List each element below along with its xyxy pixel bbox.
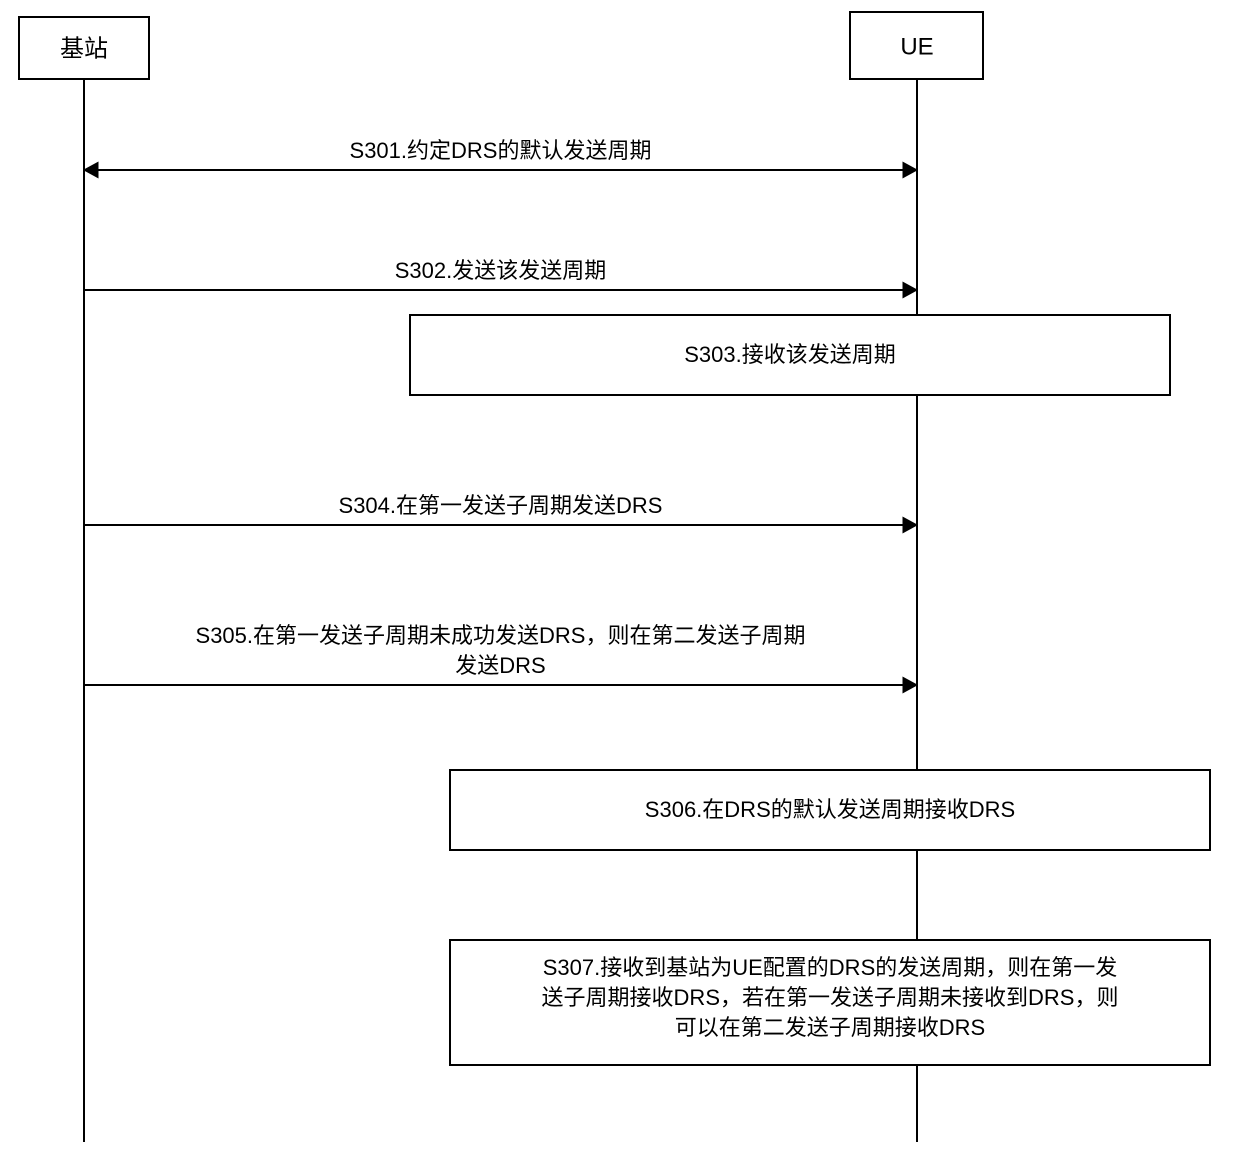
message-s304: S304.在第一发送子周期发送DRS <box>84 493 917 533</box>
step-box-text: 送子周期接收DRS，若在第一发送子周期未接收到DRS，则 <box>542 985 1119 1010</box>
message-s302: S302.发送该发送周期 <box>84 258 917 298</box>
sequence-diagram: 基站 UE S301.约定DRS的默认发送周期 S302.发送该发送周期 S304.… <box>0 0 1240 1157</box>
message-s305: S305.在第一发送子周期未成功发送DRS，则在第二发送子周期发送DRS <box>84 623 917 693</box>
message-label: S302.发送该发送周期 <box>395 258 607 283</box>
step-box-text: S306.在DRS的默认发送周期接收DRS <box>645 797 1015 822</box>
arrowhead-icon <box>903 517 917 532</box>
boxes-layer: S303.接收该发送周期 S306.在DRS的默认发送周期接收DRS S307.接收… <box>410 315 1210 1065</box>
step-box-s307: S307.接收到基站为UE配置的DRS的发送周期，则在第一发送子周期接收DRS，… <box>450 940 1210 1065</box>
step-box-s303: S303.接收该发送周期 <box>410 315 1170 395</box>
arrowhead-icon <box>84 162 98 177</box>
actor-label-right: UE <box>900 33 933 60</box>
arrowhead-icon <box>903 282 917 297</box>
message-label: S305.在第一发送子周期未成功发送DRS，则在第二发送子周期 <box>196 623 806 648</box>
arrowhead-icon <box>903 677 917 692</box>
step-box-text: S303.接收该发送周期 <box>684 342 896 367</box>
message-label: S301.约定DRS的默认发送周期 <box>350 138 652 163</box>
step-box-s306: S306.在DRS的默认发送周期接收DRS <box>450 770 1210 850</box>
actor-label-left: 基站 <box>60 35 108 62</box>
message-label: 发送DRS <box>455 653 545 678</box>
message-label: S304.在第一发送子周期发送DRS <box>339 493 663 518</box>
messages-layer: S301.约定DRS的默认发送周期 S302.发送该发送周期 S304.在第一发送子… <box>84 138 917 693</box>
arrowhead-icon <box>903 162 917 177</box>
message-s301: S301.约定DRS的默认发送周期 <box>84 138 917 178</box>
step-box-text: S307.接收到基站为UE配置的DRS的发送周期，则在第一发 <box>543 955 1118 980</box>
step-box-text: 可以在第二发送子周期接收DRS <box>675 1015 985 1040</box>
